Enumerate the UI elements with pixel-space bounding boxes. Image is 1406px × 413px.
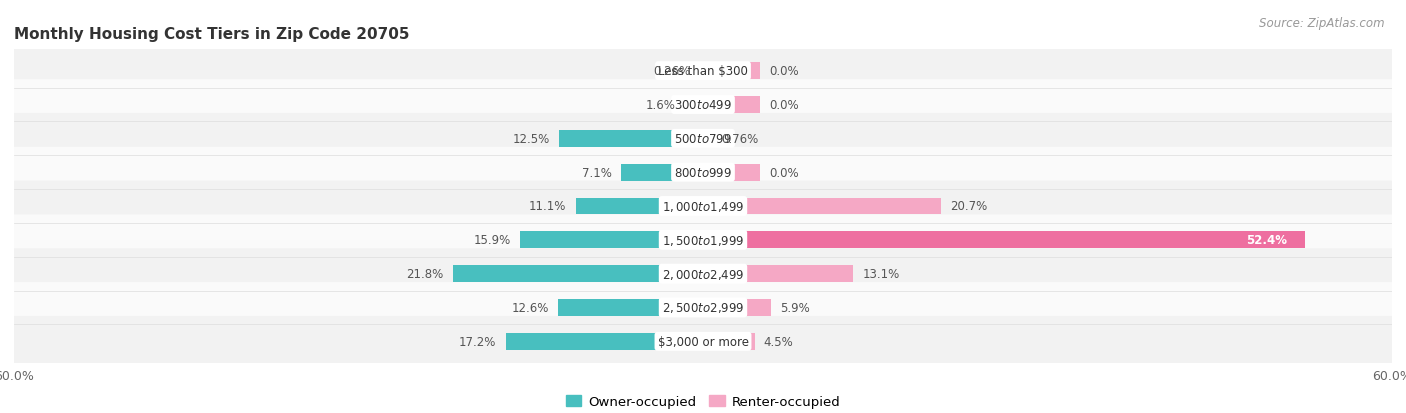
FancyBboxPatch shape — [11, 215, 1395, 266]
Bar — [453, 266, 703, 282]
Bar — [703, 164, 761, 181]
Bar — [621, 164, 703, 181]
FancyBboxPatch shape — [11, 282, 1395, 333]
Text: Source: ZipAtlas.com: Source: ZipAtlas.com — [1260, 17, 1385, 29]
Text: 12.5%: 12.5% — [513, 133, 550, 145]
Text: $1,500 to $1,999: $1,500 to $1,999 — [662, 233, 744, 247]
FancyBboxPatch shape — [11, 316, 1395, 367]
Bar — [560, 131, 703, 147]
Text: $300 to $499: $300 to $499 — [673, 99, 733, 112]
Bar — [575, 198, 703, 215]
Bar — [506, 333, 703, 350]
Bar — [520, 232, 703, 249]
FancyBboxPatch shape — [11, 46, 1395, 97]
Text: $1,000 to $1,499: $1,000 to $1,499 — [662, 199, 744, 214]
Text: 15.9%: 15.9% — [474, 234, 512, 247]
Text: 21.8%: 21.8% — [406, 268, 443, 280]
FancyBboxPatch shape — [11, 147, 1395, 198]
Text: 12.6%: 12.6% — [512, 301, 550, 314]
Legend: Owner-occupied, Renter-occupied: Owner-occupied, Renter-occupied — [560, 390, 846, 413]
FancyBboxPatch shape — [11, 114, 1395, 164]
Bar — [703, 131, 711, 147]
Bar — [703, 232, 1305, 249]
Text: 7.1%: 7.1% — [582, 166, 612, 179]
Text: Less than $300: Less than $300 — [658, 65, 748, 78]
Text: $2,500 to $2,999: $2,500 to $2,999 — [662, 301, 744, 315]
FancyBboxPatch shape — [11, 249, 1395, 299]
Text: 4.5%: 4.5% — [763, 335, 793, 348]
Text: $3,000 or more: $3,000 or more — [658, 335, 748, 348]
Text: 0.26%: 0.26% — [654, 65, 690, 78]
Bar — [703, 299, 770, 316]
Text: 52.4%: 52.4% — [1247, 234, 1288, 247]
Text: $500 to $799: $500 to $799 — [673, 133, 733, 145]
FancyBboxPatch shape — [11, 181, 1395, 232]
Bar — [700, 63, 703, 80]
Text: 0.0%: 0.0% — [769, 99, 799, 112]
Bar — [703, 198, 941, 215]
Text: 0.0%: 0.0% — [769, 166, 799, 179]
Bar — [703, 97, 761, 114]
Text: 5.9%: 5.9% — [780, 301, 810, 314]
Text: 11.1%: 11.1% — [529, 200, 567, 213]
Text: 0.0%: 0.0% — [769, 65, 799, 78]
Text: 13.1%: 13.1% — [863, 268, 900, 280]
Text: $2,000 to $2,499: $2,000 to $2,499 — [662, 267, 744, 281]
Bar — [703, 333, 755, 350]
Text: 0.76%: 0.76% — [721, 133, 758, 145]
FancyBboxPatch shape — [11, 80, 1395, 131]
Text: 17.2%: 17.2% — [458, 335, 496, 348]
Bar — [685, 97, 703, 114]
Bar — [703, 266, 853, 282]
Text: 20.7%: 20.7% — [950, 200, 987, 213]
Text: $800 to $999: $800 to $999 — [673, 166, 733, 179]
Text: 1.6%: 1.6% — [645, 99, 675, 112]
Text: Monthly Housing Cost Tiers in Zip Code 20705: Monthly Housing Cost Tiers in Zip Code 2… — [14, 26, 409, 41]
Bar — [558, 299, 703, 316]
Bar — [703, 63, 761, 80]
